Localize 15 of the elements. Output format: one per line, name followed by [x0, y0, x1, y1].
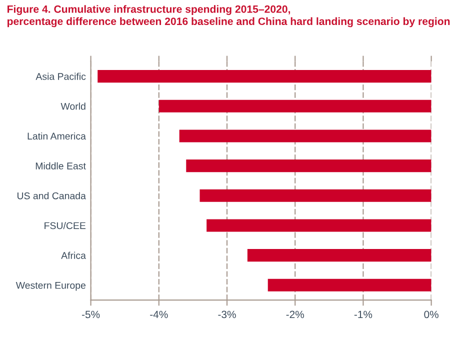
y-tick-label: World	[60, 102, 86, 110]
x-tick-label: -2%	[286, 310, 304, 318]
x-tick-label: -3%	[218, 310, 236, 318]
y-tick-label: FSU/CEE	[44, 222, 86, 230]
x-tick-label: -4%	[150, 310, 168, 318]
x-tick-label: -1%	[354, 310, 372, 318]
x-tick-label: 0%	[424, 310, 438, 318]
y-tick-label: Latin America	[28, 132, 86, 140]
y-tick-label: Western Europe	[16, 282, 86, 291]
y-tick-label: Asia Pacific	[36, 72, 86, 80]
x-tick-label: -5%	[82, 310, 100, 318]
y-tick-label: US and Canada	[18, 192, 86, 200]
chart-title: Figure 4. Cumulative infrastructure spending 2015–2020, percentage difference between 2016 baseline and China hard landing scenario by region	[8, 5, 450, 28]
y-tick-label: Africa	[61, 252, 86, 259]
y-tick-label: Middle East	[36, 162, 86, 170]
